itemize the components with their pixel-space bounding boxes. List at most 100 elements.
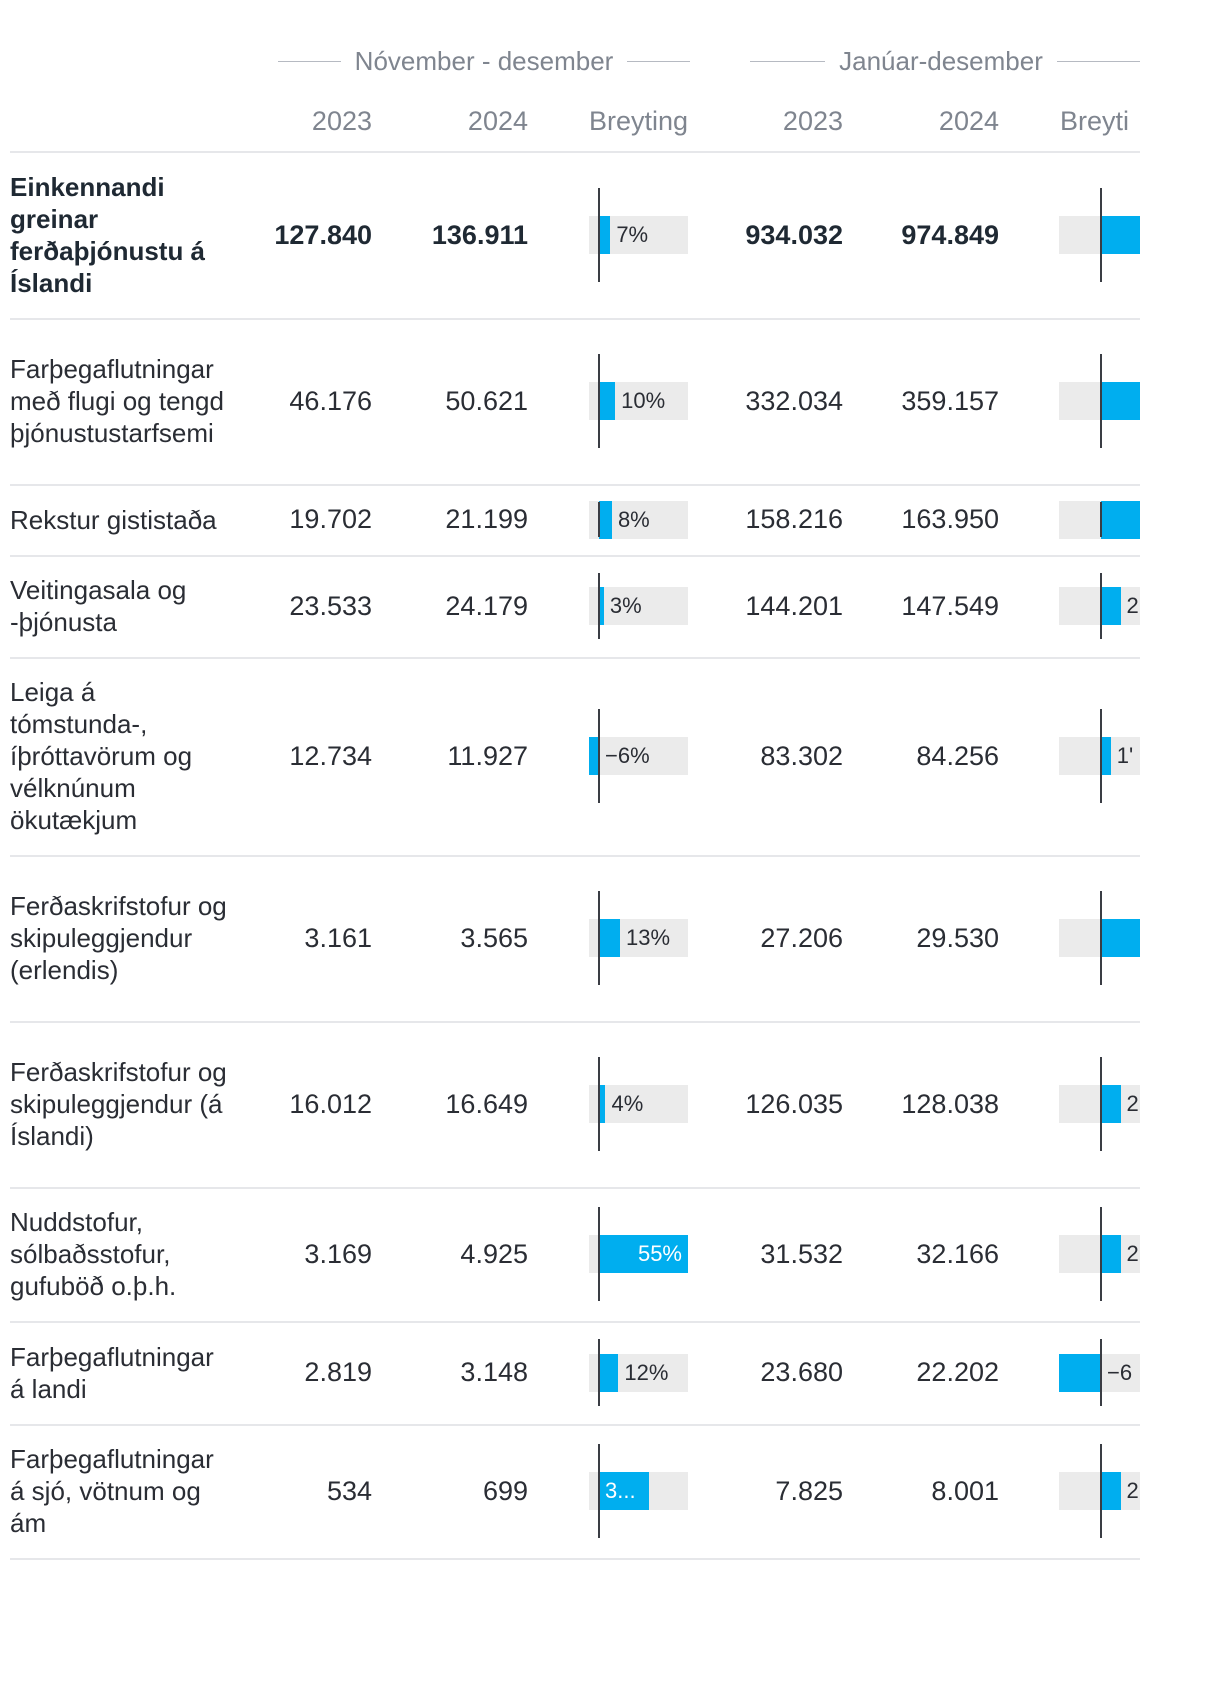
change-table: Nóvember - desember Janúar-desember 2023… xyxy=(0,40,1140,1560)
value-nd-2023: 534 xyxy=(326,1475,372,1506)
change-cell-nd: 12% xyxy=(589,1321,688,1424)
value-jd-2024: 8.001 xyxy=(931,1475,999,1506)
row-divider xyxy=(10,855,1140,857)
bar-track xyxy=(589,587,688,625)
zero-axis xyxy=(598,188,600,282)
value-jd-2023: 27.206 xyxy=(760,922,843,953)
value-jd-2024: 32.166 xyxy=(916,1238,999,1269)
change-bar xyxy=(1101,500,1140,539)
value-jd-2024: 29.530 xyxy=(916,922,999,953)
change-cell-nd: −6% xyxy=(589,657,688,855)
change-cell-nd: 13% xyxy=(589,855,688,1021)
zero-axis xyxy=(598,1057,600,1151)
row-divider xyxy=(10,555,1140,557)
change-label: 3% xyxy=(609,593,642,618)
change-cell-nd: 3... xyxy=(589,1424,688,1558)
change-label: 2 xyxy=(1126,1241,1139,1266)
change-bar xyxy=(599,1472,650,1510)
change-label: 12% xyxy=(624,1359,669,1385)
value-jd-2023: 144.201 xyxy=(745,590,843,621)
row-label: Farþegaflutningar á landi xyxy=(10,1341,214,1404)
change-label: 13% xyxy=(626,925,671,950)
change-label: 10% xyxy=(621,388,666,413)
table-row: Farþegaflutningar með flugi og tengd þjó… xyxy=(0,318,1140,484)
group-header-jan-dec: Janúar-desember xyxy=(750,40,1140,82)
change-cell-jd: 2 xyxy=(1059,1187,1140,1321)
bar-track xyxy=(589,1085,688,1123)
zero-axis xyxy=(1100,188,1102,282)
value-jd-2023: 332.034 xyxy=(745,385,843,416)
value-nd-2023: 127.840 xyxy=(274,219,372,250)
col-head-nd-change: Breyting xyxy=(588,106,688,136)
row-label: Ferðaskrifstofur og skipuleggjendur (erl… xyxy=(10,891,227,985)
change-cell-jd: 2 xyxy=(1059,1021,1140,1187)
value-nd-2024: 136.911 xyxy=(431,219,528,250)
row-divider xyxy=(10,484,1140,486)
row-divider xyxy=(10,657,1140,659)
zero-axis xyxy=(1100,1444,1102,1538)
zero-axis xyxy=(1100,1207,1102,1301)
row-divider xyxy=(10,1021,1140,1023)
value-nd-2024: 16.649 xyxy=(445,1088,528,1119)
value-nd-2024: 24.179 xyxy=(445,590,528,621)
value-nd-2024: 699 xyxy=(482,1475,528,1506)
table-row: Einkennandi greinar ferðaþjónustu á Ísla… xyxy=(0,152,1140,318)
change-cell-jd: 8 xyxy=(1059,318,1140,484)
change-bar xyxy=(1101,1235,1121,1273)
change-bar xyxy=(1101,919,1140,957)
table-row: Nuddstofur, sólbaðsstofur, gufuböð o.þ.h… xyxy=(0,1187,1140,1321)
change-bar xyxy=(599,382,616,420)
change-bar xyxy=(589,737,599,775)
row-label: Ferðaskrifstofur og skipuleggjendur (á Í… xyxy=(10,1057,227,1151)
value-jd-2023: 31.532 xyxy=(760,1238,843,1269)
change-bar xyxy=(599,1235,688,1273)
value-nd-2024: 50.621 xyxy=(445,385,528,416)
change-cell-nd: 8% xyxy=(589,484,688,555)
table-row: Rekstur gististaða 19.702 21.199 8% 158.216 1… xyxy=(0,484,1140,555)
zero-axis xyxy=(598,1339,600,1406)
value-nd-2024: 3.148 xyxy=(460,1357,528,1387)
row-label: Farþegaflutningar með flugi og tengd þjó… xyxy=(10,354,224,448)
change-bar xyxy=(1101,587,1121,625)
zero-axis xyxy=(598,709,600,803)
change-cell-nd: 55% xyxy=(589,1187,688,1321)
change-label: 2 xyxy=(1126,1478,1139,1503)
col-head-jd-2023: 2023 xyxy=(782,106,843,136)
value-nd-2023: 16.012 xyxy=(289,1088,372,1119)
change-bar xyxy=(599,500,612,539)
change-label: 8% xyxy=(617,506,650,532)
zero-axis xyxy=(1100,891,1102,985)
change-cell-jd: 1' xyxy=(1059,657,1140,855)
group-label-nov-dec: Nóvember - desember xyxy=(340,46,628,76)
change-label: 55% xyxy=(637,1241,682,1266)
row-label: Farþegaflutningar á sjó, vötnum og ám xyxy=(10,1444,214,1538)
change-cell-jd xyxy=(1059,484,1140,555)
row-label: Nuddstofur, sólbaðsstofur, gufuböð o.þ.h… xyxy=(10,1207,177,1301)
change-cell-nd: 4% xyxy=(589,1021,688,1187)
zero-axis xyxy=(1100,573,1102,639)
zero-axis xyxy=(1100,709,1102,803)
table-row: Ferðaskrifstofur og skipuleggjendur (á Í… xyxy=(0,1021,1140,1187)
value-nd-2024: 3.565 xyxy=(460,922,528,953)
group-label-jan-dec: Janúar-desember xyxy=(825,46,1057,76)
value-jd-2023: 83.302 xyxy=(760,740,843,771)
change-bar xyxy=(1101,382,1140,420)
table-row: Veitingasala og -þjónusta 23.533 24.179 3% 1… xyxy=(0,555,1140,657)
value-nd-2023: 12.734 xyxy=(289,740,372,771)
value-jd-2024: 974.849 xyxy=(901,219,999,250)
row-label: Veitingasala og -þjónusta xyxy=(10,575,187,637)
row-label: Leiga á tómstunda-, íþróttavörum og vélk… xyxy=(10,677,193,835)
value-jd-2024: 359.157 xyxy=(901,385,999,416)
value-nd-2024: 4.925 xyxy=(460,1238,528,1269)
change-cell-jd: 2 xyxy=(1059,1424,1140,1558)
bar-track xyxy=(1059,1235,1140,1273)
change-label: −6 xyxy=(1107,1359,1133,1385)
col-head-nd-2024: 2024 xyxy=(467,106,528,136)
zero-axis xyxy=(1100,1339,1102,1406)
zero-axis xyxy=(598,354,600,448)
zero-axis xyxy=(598,502,600,537)
col-head-jd-2024: 2024 xyxy=(938,106,999,136)
change-label: 4% xyxy=(611,1091,644,1116)
value-jd-2024: 22.202 xyxy=(916,1357,999,1387)
change-bar xyxy=(599,216,611,254)
